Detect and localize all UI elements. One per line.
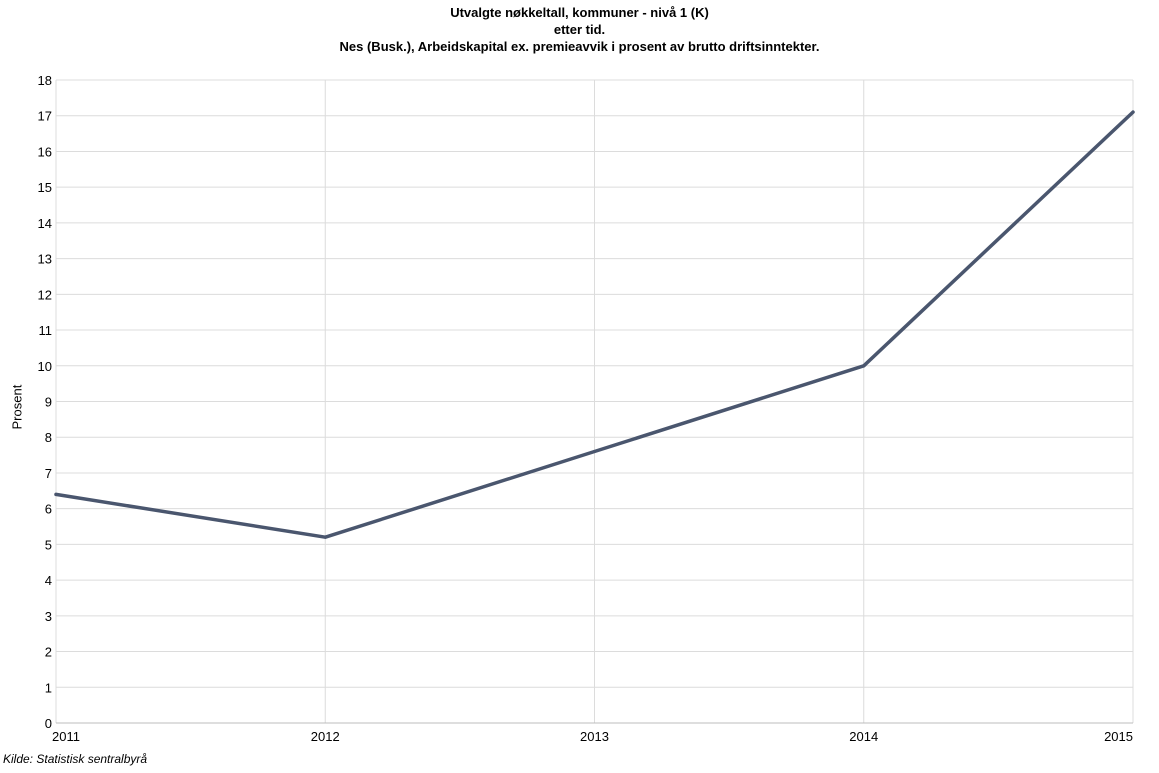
y-tick-label: 14	[38, 216, 52, 231]
y-tick-label: 12	[38, 287, 52, 302]
data-point	[54, 492, 58, 496]
y-tick-label: 6	[45, 502, 52, 517]
y-tick-label: 13	[38, 252, 52, 267]
y-tick-label: 3	[45, 609, 52, 624]
y-tick-label: 16	[38, 144, 52, 159]
y-tick-label: 11	[39, 323, 53, 338]
x-tick-label: 2014	[849, 729, 878, 744]
chart-title-line-3: Nes (Busk.), Arbeidskapital ex. premieav…	[339, 39, 820, 54]
x-tick-label: 2013	[580, 729, 609, 744]
y-tick-label: 2	[45, 645, 52, 660]
y-tick-label: 4	[45, 573, 52, 588]
grid-lines	[55, 79, 1134, 724]
y-tick-label: 5	[45, 537, 52, 552]
y-tick-label: 0	[45, 716, 52, 731]
y-tick-label: 1	[45, 680, 52, 695]
y-tick-label: 18	[38, 73, 52, 88]
chart-title: Utvalgte nøkkeltall, kommuner - nivå 1 (…	[0, 4, 1159, 55]
y-tick-label: 17	[38, 109, 52, 124]
data-point	[862, 364, 866, 368]
y-tick-label: 15	[38, 180, 52, 195]
x-axis-ticks: 2011 2012 2013 2014 2015	[52, 729, 1133, 744]
y-tick-label: 10	[38, 359, 52, 374]
x-tick-label: 2011	[52, 729, 80, 744]
y-tick-label: 8	[45, 430, 52, 445]
y-tick-label: 9	[45, 395, 52, 410]
chart-title-line-1: Utvalgte nøkkeltall, kommuner - nivå 1 (…	[450, 5, 709, 20]
chart-title-line-2: etter tid.	[553, 22, 606, 37]
x-tick-label: 2015	[1104, 729, 1133, 744]
series-group	[54, 110, 1135, 539]
x-tick-label: 2012	[311, 729, 340, 744]
data-point	[593, 450, 596, 454]
source-note: Kilde: Statistisk sentralbyrå	[3, 752, 148, 766]
data-point	[1131, 110, 1135, 114]
y-tick-label: 7	[45, 466, 52, 481]
data-point	[323, 535, 327, 539]
